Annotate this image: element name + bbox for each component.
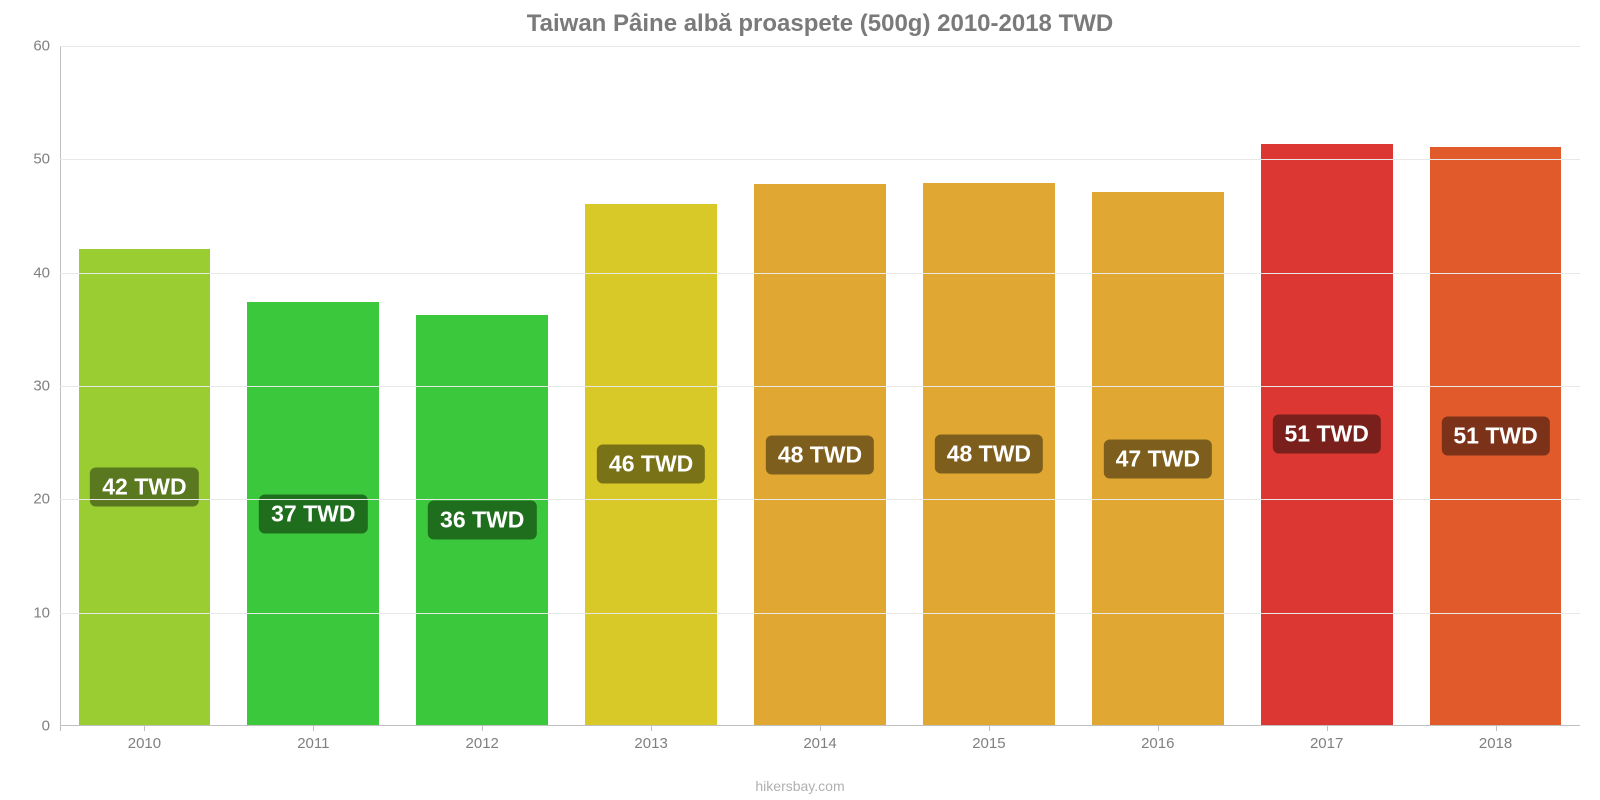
x-tick-label: 2010: [128, 725, 161, 752]
bar-value-label: 46 TWD: [597, 445, 705, 484]
x-tick-label: 2012: [466, 725, 499, 752]
grid-line: [60, 613, 1580, 614]
x-tick-label: 2018: [1479, 725, 1512, 752]
bar-value-label: 48 TWD: [766, 435, 874, 474]
bar: 48 TWD: [923, 183, 1055, 725]
x-tick-label: 2017: [1310, 725, 1343, 752]
bar: 42 TWD: [79, 249, 211, 725]
grid-line: [60, 273, 1580, 274]
x-tick-label: 2015: [972, 725, 1005, 752]
bar-value-label: 42 TWD: [90, 468, 198, 507]
bar-value-label: 48 TWD: [935, 435, 1043, 474]
bar: 46 TWD: [585, 204, 717, 725]
chart-container: Taiwan Pâine albă proaspete (500g) 2010-…: [0, 0, 1600, 800]
grid-line: [60, 386, 1580, 387]
bar-value-label: 51 TWD: [1272, 415, 1380, 454]
plot-area: 42 TWD 37 TWD 36 TWD 46 TWD 48 TWD 48 TWD 47 T…: [60, 46, 1580, 726]
x-tick-label: 2016: [1141, 725, 1174, 752]
bar: 51 TWD: [1430, 147, 1562, 725]
bar-value-label: 51 TWD: [1441, 417, 1549, 456]
y-tick-label: 50: [33, 151, 60, 168]
x-tick-label: 2013: [634, 725, 667, 752]
bar-value-label: 36 TWD: [428, 500, 536, 539]
bar: 37 TWD: [247, 302, 379, 725]
y-tick-label: 30: [33, 378, 60, 395]
bar: 36 TWD: [416, 315, 548, 725]
bar: 48 TWD: [754, 184, 886, 725]
grid-line: [60, 499, 1580, 500]
bar-value-label: 47 TWD: [1104, 439, 1212, 478]
y-tick-label: 10: [33, 604, 60, 621]
y-tick-label: 60: [33, 38, 60, 55]
x-tick-label: 2011: [297, 725, 329, 752]
grid-line: [60, 46, 1580, 47]
grid-line: [60, 159, 1580, 160]
bar: 51 TWD: [1261, 144, 1393, 725]
x-tick-label: 2014: [803, 725, 836, 752]
y-tick-label: 40: [33, 264, 60, 281]
y-tick-label: 0: [42, 718, 60, 735]
y-tick-label: 20: [33, 491, 60, 508]
chart-title: Taiwan Pâine albă proaspete (500g) 2010-…: [60, 10, 1580, 38]
attribution: hikersbay.com: [0, 778, 1600, 794]
